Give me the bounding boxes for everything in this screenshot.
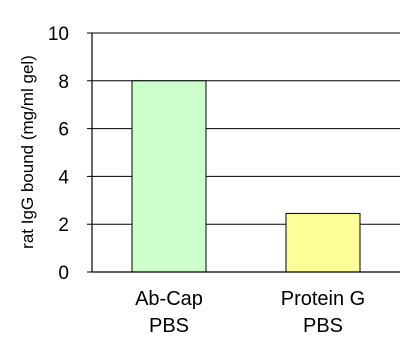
bar [131, 80, 207, 273]
x-category-label: Ab-Cap [135, 288, 203, 310]
x-category-label: PBS [149, 315, 189, 337]
axes [91, 33, 400, 273]
y-tick-label: 10 [48, 24, 69, 45]
x-category-labels: Ab-Cap PBS Protein G PBS [135, 288, 365, 337]
y-tick-label: 8 [58, 72, 69, 93]
bar [285, 212, 361, 273]
bars [131, 80, 361, 273]
y-tick-label: 2 [58, 215, 69, 236]
y-tick-label: 0 [58, 263, 69, 284]
x-category-label: Protein G [281, 288, 365, 310]
y-tick-label: 4 [58, 167, 69, 188]
y-axis-label: rat IgG bound (mg/ml gel) [18, 55, 37, 249]
y-tick-labels: 0 2 4 6 8 10 [48, 24, 92, 284]
y-tick-label: 6 [58, 120, 69, 141]
x-category-label: PBS [303, 315, 343, 337]
